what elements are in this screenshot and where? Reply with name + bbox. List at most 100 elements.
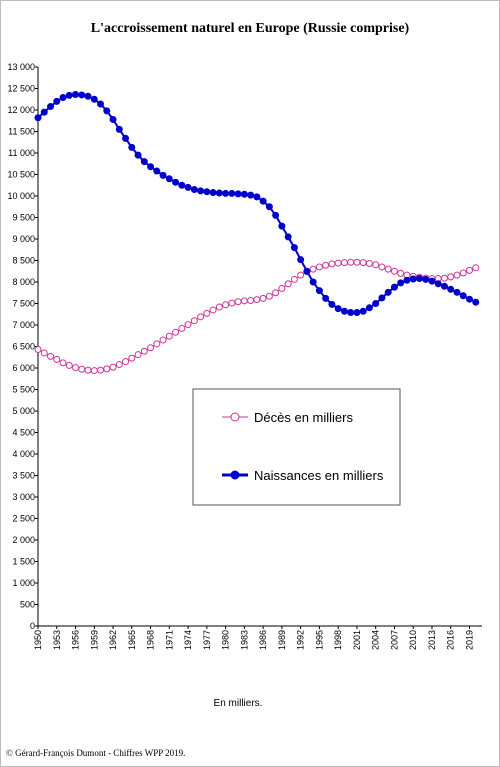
point xyxy=(297,271,305,279)
x-tick-label: 1956 xyxy=(71,630,81,650)
point xyxy=(128,354,136,362)
point xyxy=(59,359,67,367)
y-tick-label: 8 500 xyxy=(12,256,35,266)
point xyxy=(72,91,80,99)
point xyxy=(140,347,148,355)
x-tick-label: 1959 xyxy=(89,630,99,650)
x-tick-label: 2007 xyxy=(389,630,399,650)
point xyxy=(434,280,442,288)
point xyxy=(247,296,255,304)
point xyxy=(159,336,167,344)
point xyxy=(440,282,448,290)
point xyxy=(472,264,480,272)
point xyxy=(359,307,367,315)
point xyxy=(290,244,298,252)
y-tick-label: 9 000 xyxy=(12,234,35,244)
point xyxy=(97,100,105,108)
y-tick-label: 5 500 xyxy=(12,385,35,395)
x-tick-label: 1995 xyxy=(314,630,324,650)
point xyxy=(115,125,123,133)
point xyxy=(47,352,55,360)
y-tick-label: 1 500 xyxy=(12,557,35,567)
point xyxy=(365,304,373,312)
point xyxy=(265,203,273,211)
point xyxy=(172,178,180,186)
point xyxy=(40,349,48,357)
point xyxy=(328,260,336,268)
point xyxy=(134,151,142,159)
y-tick-label: 11 500 xyxy=(8,127,35,137)
point xyxy=(340,259,348,267)
point xyxy=(315,263,323,271)
legend-label: Naissances en milliers xyxy=(254,468,384,483)
y-tick-label: 10 000 xyxy=(7,191,35,201)
point xyxy=(40,108,48,116)
y-tick-label: 0 xyxy=(30,621,35,631)
point xyxy=(122,134,130,142)
point xyxy=(90,367,98,375)
y-tick-label: 13 000 xyxy=(7,62,35,72)
x-tick-label: 1998 xyxy=(333,630,343,650)
point xyxy=(240,190,248,198)
point xyxy=(190,317,198,325)
point xyxy=(378,294,386,302)
point xyxy=(447,285,455,293)
point xyxy=(222,301,230,309)
legend-marker xyxy=(230,470,240,480)
point xyxy=(303,267,311,275)
point xyxy=(253,296,261,304)
point xyxy=(190,186,198,194)
point xyxy=(140,158,148,166)
y-tick-label: 11 000 xyxy=(8,148,35,158)
x-tick-label: 1986 xyxy=(258,630,268,650)
point xyxy=(90,95,98,103)
point xyxy=(453,271,461,279)
source: © Gérard-François Dumont - Chiffres WPP … xyxy=(6,748,185,758)
point xyxy=(347,258,355,266)
chart-title: L'accroissement naturel en Europe (Russi… xyxy=(91,21,410,36)
x-tick-label: 1977 xyxy=(202,630,212,650)
point xyxy=(440,274,448,282)
point xyxy=(172,328,180,336)
point xyxy=(347,309,355,317)
point xyxy=(322,261,330,269)
point xyxy=(253,193,261,201)
y-tick-label: 8 000 xyxy=(12,277,35,287)
point xyxy=(265,292,273,300)
y-tick-label: 3 000 xyxy=(12,492,35,502)
legend-box xyxy=(192,388,401,506)
point xyxy=(197,313,205,321)
point xyxy=(53,355,61,363)
y-tick-label: 5 000 xyxy=(12,406,35,416)
point xyxy=(178,181,186,189)
point xyxy=(178,324,186,332)
legend-label: Décès en milliers xyxy=(254,410,353,425)
point xyxy=(465,266,473,274)
x-tick-label: 1965 xyxy=(127,630,137,650)
point xyxy=(284,233,292,241)
point xyxy=(184,321,192,329)
point xyxy=(384,265,392,273)
y-tick-label: 1 000 xyxy=(12,578,35,588)
x-tick-label: 2013 xyxy=(427,630,437,650)
point xyxy=(109,363,117,371)
point xyxy=(365,260,373,268)
point xyxy=(403,276,411,284)
point xyxy=(272,211,280,219)
point xyxy=(203,309,211,317)
y-tick-label: 10 500 xyxy=(7,170,35,180)
y-tick-label: 2 500 xyxy=(12,514,35,524)
point xyxy=(34,114,42,122)
point xyxy=(278,284,286,292)
point xyxy=(359,259,367,267)
point xyxy=(228,189,236,197)
point xyxy=(84,366,92,374)
point xyxy=(247,191,255,199)
y-tick-label: 6 500 xyxy=(12,342,35,352)
point xyxy=(384,288,392,296)
point xyxy=(272,289,280,297)
point xyxy=(372,261,380,269)
y-tick-label: 2 000 xyxy=(12,535,35,545)
y-tick-label: 7 500 xyxy=(12,299,35,309)
